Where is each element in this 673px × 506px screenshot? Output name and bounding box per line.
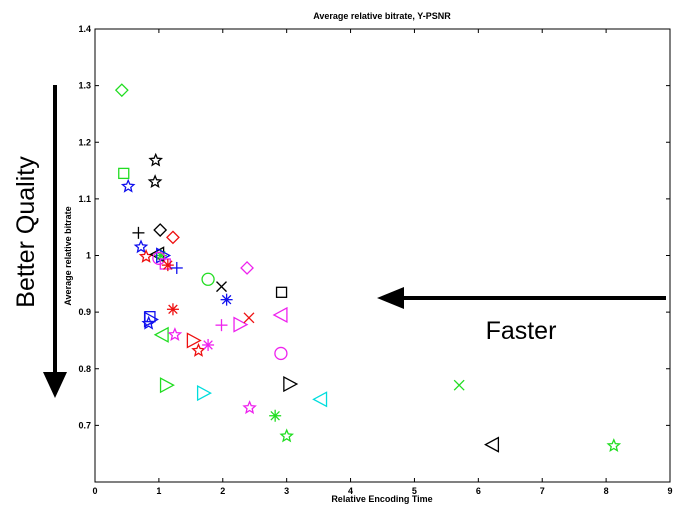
data-point-square — [118, 167, 130, 180]
x-tick-label: 6 — [476, 486, 481, 496]
data-point-cross — [243, 312, 255, 324]
y-tick-label: 0.8 — [78, 364, 91, 374]
plot-frame — [94, 28, 671, 483]
faster-annotation: Faster — [486, 317, 557, 345]
x-tick-label: 2 — [220, 486, 225, 496]
data-point-plus — [170, 261, 183, 274]
data-point-diamond — [153, 223, 168, 237]
data-point-star — [133, 239, 149, 254]
data-point-asterisk — [269, 409, 282, 422]
data-point-tri-left — [312, 391, 328, 408]
x-tick-label: 5 — [412, 486, 417, 496]
data-point-circle — [201, 272, 215, 286]
data-point-tri-left — [484, 436, 500, 453]
data-point-tri-right — [196, 385, 212, 402]
data-point-circle — [274, 346, 288, 361]
data-point-square — [275, 286, 288, 298]
data-point-plus — [132, 226, 145, 239]
data-point-tri-left — [153, 326, 169, 343]
left-arrow — [377, 287, 666, 309]
better-quality-annotation: Better Quality — [12, 156, 40, 308]
y-tick-label: 1.1 — [78, 194, 91, 204]
y-tick-label: 1.2 — [78, 137, 91, 147]
data-point-cross — [453, 379, 465, 391]
data-point-star — [141, 315, 157, 330]
y-tick-label: 1.4 — [78, 24, 91, 34]
data-point-tri-right — [233, 316, 249, 333]
data-point-asterisk — [166, 303, 179, 316]
data-point-star — [279, 428, 294, 443]
x-tick-label: 1 — [156, 486, 161, 496]
data-point-star — [191, 342, 206, 357]
y-tick-label: 1 — [86, 251, 91, 261]
x-tick-label: 7 — [540, 486, 545, 496]
data-point-tri-right — [186, 332, 202, 349]
y-axis-label: Average relative bitrate — [63, 206, 73, 305]
data-point-tri-left — [272, 306, 288, 324]
data-point-diamond — [166, 230, 180, 245]
data-point-asterisk — [161, 259, 174, 272]
data-point-star — [242, 400, 257, 415]
data-point-tri-right — [159, 377, 175, 394]
y-tick-label: 0.7 — [78, 420, 91, 430]
data-point-cross — [216, 281, 227, 293]
data-point-plus — [215, 319, 228, 332]
axis-ticks: 0 1 2 3 4 5 6 7 8 9 0.7 0.8 0.9 1 1.1 1.2 1.3 1.4 — [78, 24, 672, 496]
x-tick-label: 3 — [284, 486, 289, 496]
data-point-star — [606, 438, 622, 452]
data-point-circle — [152, 251, 166, 265]
data-point-asterisk — [220, 293, 233, 306]
data-point-tri-right — [283, 375, 299, 393]
down-arrow — [43, 85, 67, 398]
data-point-diamond — [240, 261, 254, 275]
data-point-star — [147, 174, 163, 189]
data-point-square — [159, 258, 171, 270]
x-tick-label: 0 — [92, 486, 97, 496]
data-point-star — [138, 248, 154, 263]
data-point-diamond — [114, 83, 129, 98]
x-tick-label: 9 — [667, 486, 672, 496]
data-point-star — [120, 178, 136, 193]
data-point-star — [167, 327, 183, 341]
chart-title: Average relative bitrate, Y-PSNR — [313, 11, 451, 21]
y-tick-label: 1.3 — [78, 81, 91, 91]
x-tick-label: 8 — [604, 486, 609, 496]
y-tick-label: 0.9 — [78, 307, 91, 317]
data-point-asterisk — [202, 338, 215, 351]
data-points — [114, 83, 622, 453]
data-point-tri-right — [143, 311, 159, 328]
x-tick-label: 4 — [348, 486, 353, 496]
data-point-star — [148, 152, 164, 167]
x-axis-label: Relative Encoding Time — [331, 494, 432, 504]
